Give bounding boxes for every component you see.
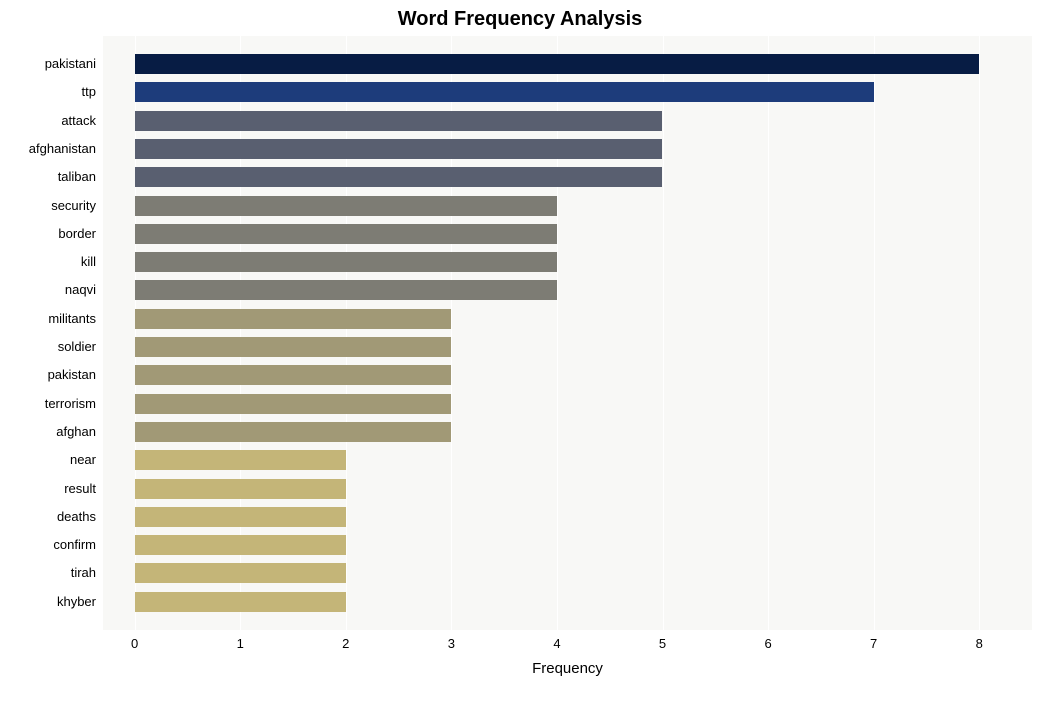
- y-tick-label: kill: [0, 255, 96, 269]
- bar: [135, 224, 557, 244]
- bar: [135, 507, 346, 527]
- gridline: [768, 36, 769, 630]
- y-tick-label: pakistani: [0, 57, 96, 71]
- x-tick-label: 3: [448, 636, 455, 651]
- bar: [135, 365, 452, 385]
- y-tick-label: confirm: [0, 538, 96, 552]
- bar: [135, 592, 346, 612]
- y-tick-label: deaths: [0, 510, 96, 524]
- y-tick-label: taliban: [0, 170, 96, 184]
- y-tick-label: ttp: [0, 85, 96, 99]
- x-tick-label: 2: [342, 636, 349, 651]
- y-tick-label: tirah: [0, 566, 96, 580]
- y-tick-label: pakistan: [0, 368, 96, 382]
- x-tick-label: 8: [976, 636, 983, 651]
- bar: [135, 535, 346, 555]
- plot-area: [103, 36, 1032, 630]
- bar: [135, 111, 663, 131]
- gridline: [874, 36, 875, 630]
- x-tick-label: 4: [553, 636, 560, 651]
- x-tick-label: 6: [764, 636, 771, 651]
- x-tick-label: 5: [659, 636, 666, 651]
- x-axis-title: Frequency: [103, 660, 1032, 677]
- y-tick-label: border: [0, 227, 96, 241]
- bar: [135, 337, 452, 357]
- bar: [135, 450, 346, 470]
- bar: [135, 54, 980, 74]
- x-tick-label: 7: [870, 636, 877, 651]
- y-tick-label: terrorism: [0, 397, 96, 411]
- y-tick-label: result: [0, 482, 96, 496]
- y-tick-label: militants: [0, 312, 96, 326]
- y-tick-label: afghan: [0, 425, 96, 439]
- gridline: [663, 36, 664, 630]
- bar: [135, 394, 452, 414]
- y-tick-label: naqvi: [0, 283, 96, 297]
- bar: [135, 280, 557, 300]
- bar: [135, 167, 663, 187]
- word-frequency-chart: Word Frequency Analysis Frequency 0 1 2 3 4 5…: [0, 0, 1040, 701]
- bar: [135, 422, 452, 442]
- bar: [135, 139, 663, 159]
- bar: [135, 252, 557, 272]
- gridline: [979, 36, 980, 630]
- bar: [135, 479, 346, 499]
- y-tick-label: security: [0, 199, 96, 213]
- chart-title: Word Frequency Analysis: [0, 8, 1040, 31]
- bar: [135, 309, 452, 329]
- y-tick-label: afghanistan: [0, 142, 96, 156]
- x-tick-label: 0: [131, 636, 138, 651]
- x-tick-label: 1: [237, 636, 244, 651]
- y-tick-label: soldier: [0, 340, 96, 354]
- y-tick-label: near: [0, 453, 96, 467]
- bar: [135, 82, 874, 102]
- bar: [135, 196, 557, 216]
- y-tick-label: attack: [0, 114, 96, 128]
- bar: [135, 563, 346, 583]
- y-tick-label: khyber: [0, 595, 96, 609]
